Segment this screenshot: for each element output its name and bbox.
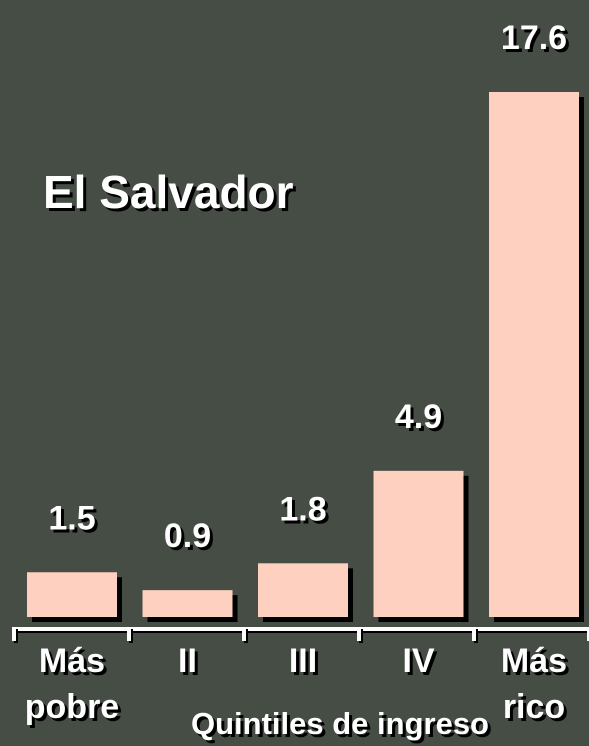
x-tick-label: Más pobre — [25, 642, 119, 726]
bar — [142, 590, 233, 617]
value-label: 1.5 — [48, 499, 95, 537]
bar — [373, 470, 464, 617]
x-tick-label: III — [289, 642, 317, 680]
bar — [258, 563, 348, 617]
chart-title: El Salvador — [43, 166, 294, 218]
value-label: 17.6 — [501, 19, 567, 57]
value-label: 4.9 — [395, 398, 442, 436]
x-axis-title: Quintiles de ingreso — [191, 706, 489, 741]
x-tick-label: Más rico — [501, 642, 567, 726]
x-tick-label: II — [178, 642, 197, 680]
bar — [489, 92, 579, 617]
value-label: 1.8 — [279, 490, 326, 528]
bar — [27, 572, 117, 617]
value-label: 0.9 — [164, 517, 211, 555]
x-tick-label: IV — [402, 642, 434, 680]
